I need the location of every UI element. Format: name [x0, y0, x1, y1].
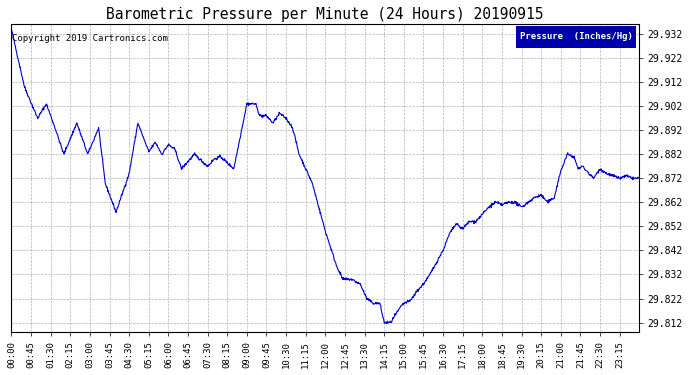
Text: Copyright 2019 Cartronics.com: Copyright 2019 Cartronics.com: [12, 34, 168, 43]
Title: Barometric Pressure per Minute (24 Hours) 20190915: Barometric Pressure per Minute (24 Hours…: [106, 7, 544, 22]
